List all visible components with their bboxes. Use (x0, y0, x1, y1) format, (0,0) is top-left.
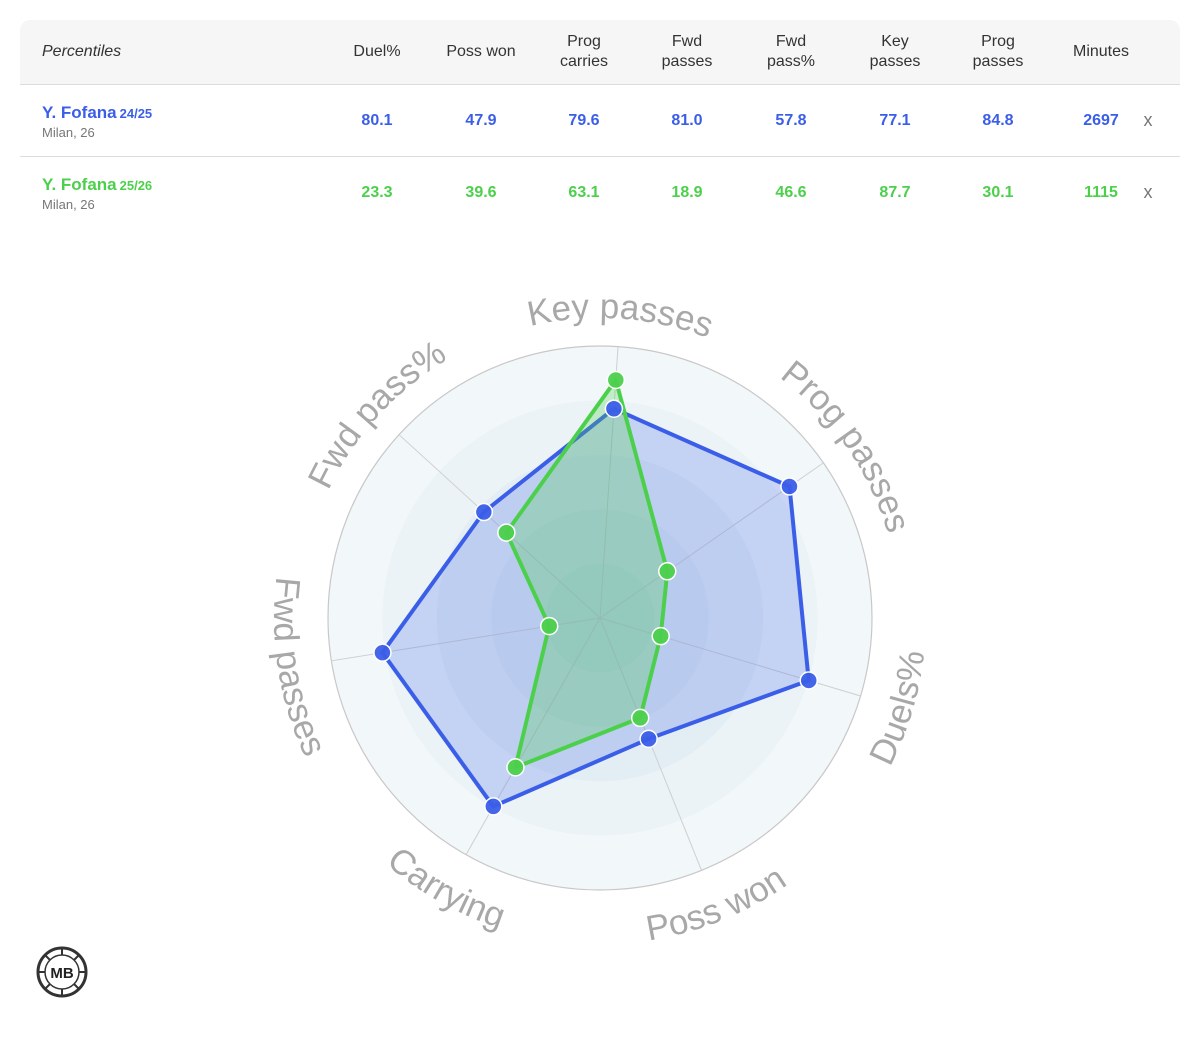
column-header[interactable]: Fwd pass% (766, 33, 816, 70)
radar-data-point (780, 477, 799, 496)
value-cell: 79.6 (568, 111, 600, 129)
player-name[interactable]: Y. Fofana 24/25 (42, 103, 152, 123)
axis-label: Fwd passes (266, 575, 334, 761)
column-header[interactable]: Fwd passes (661, 33, 713, 70)
column-header[interactable]: Poss won (446, 43, 516, 60)
value-cell: 84.8 (982, 111, 1014, 129)
axis-label: Duels% (862, 648, 933, 771)
value-cell: 80.1 (361, 111, 393, 129)
value-cell: 30.1 (982, 183, 1014, 201)
radar-data-point (658, 562, 677, 581)
axis-label-text: Key passes (524, 287, 718, 346)
value-cell: 39.6 (465, 183, 497, 201)
player-name[interactable]: Y. Fofana 25/26 (42, 175, 152, 195)
header-percentiles-label: Percentiles (42, 43, 122, 60)
mb-logo: MB (36, 946, 88, 998)
axis-label: Key passes (524, 287, 718, 346)
radar-data-point (639, 729, 658, 749)
value-cell: 57.8 (775, 111, 807, 129)
radar-spoke (465, 617, 601, 855)
table-row: Y. Fofana 25/26 Milan, 26 23.3 39.6 63.1 18.9 4… (20, 157, 1180, 228)
value-cell: 2697 (1083, 111, 1119, 129)
player-club-age: Milan, 26 (42, 125, 95, 140)
value-cell: 81.0 (671, 111, 703, 129)
radar-data-point (630, 708, 650, 728)
radar-data-point (604, 399, 624, 418)
radar-data-point (539, 616, 559, 636)
column-header[interactable]: Minutes (1072, 43, 1130, 60)
value-cell: 46.6 (775, 183, 807, 201)
value-cell: 1115 (1084, 183, 1118, 201)
value-cell: 23.3 (361, 183, 393, 201)
column-header[interactable]: Prog carries (559, 33, 608, 70)
table-header: Percentiles Duel% Poss won Prog carries Fwd… (20, 20, 1180, 85)
remove-player-button[interactable]: x (1143, 110, 1153, 130)
percentiles-table: Percentiles Duel% Poss won Prog carries Fwd… (20, 20, 1180, 228)
radar-data-point (651, 626, 670, 646)
radar-data-point (799, 671, 818, 690)
radar-spoke (599, 346, 619, 619)
axis-label-text: Fwd passes (266, 575, 334, 761)
player-name-text: Y. Fofana (42, 103, 117, 122)
radar-data-point (606, 370, 626, 390)
radar-data-point (484, 797, 503, 816)
radar-data-point (506, 758, 525, 777)
table-body: Y. Fofana 24/25 Milan, 26 80.1 47.9 79.6 81.0 5… (20, 85, 1180, 228)
logo-text: MB (50, 965, 73, 982)
radar-series-polygon (504, 378, 670, 770)
player-name-text: Y. Fofana (42, 175, 117, 194)
column-header[interactable]: Key passes (869, 33, 921, 70)
column-header[interactable]: Duel% (353, 43, 401, 60)
value-cell: 63.1 (568, 183, 600, 201)
player-season: 25/26 (119, 178, 153, 193)
value-cell: 77.1 (879, 111, 911, 129)
table-row: Y. Fofana 24/25 Milan, 26 80.1 47.9 79.6 81.0 5… (20, 85, 1180, 157)
player-club-age: Milan, 26 (42, 197, 95, 212)
radar-data-point (474, 502, 494, 522)
value-cell: 18.9 (671, 183, 703, 201)
remove-player-button[interactable]: x (1143, 182, 1153, 202)
radar-data-point (497, 523, 516, 542)
value-cell: 87.7 (879, 183, 911, 201)
value-cell: 47.9 (465, 111, 497, 129)
radar-data-point (373, 643, 392, 662)
column-header[interactable]: Prog passes (972, 33, 1024, 70)
player-season: 24/25 (119, 106, 153, 121)
axis-label-text: Duels% (862, 648, 933, 771)
